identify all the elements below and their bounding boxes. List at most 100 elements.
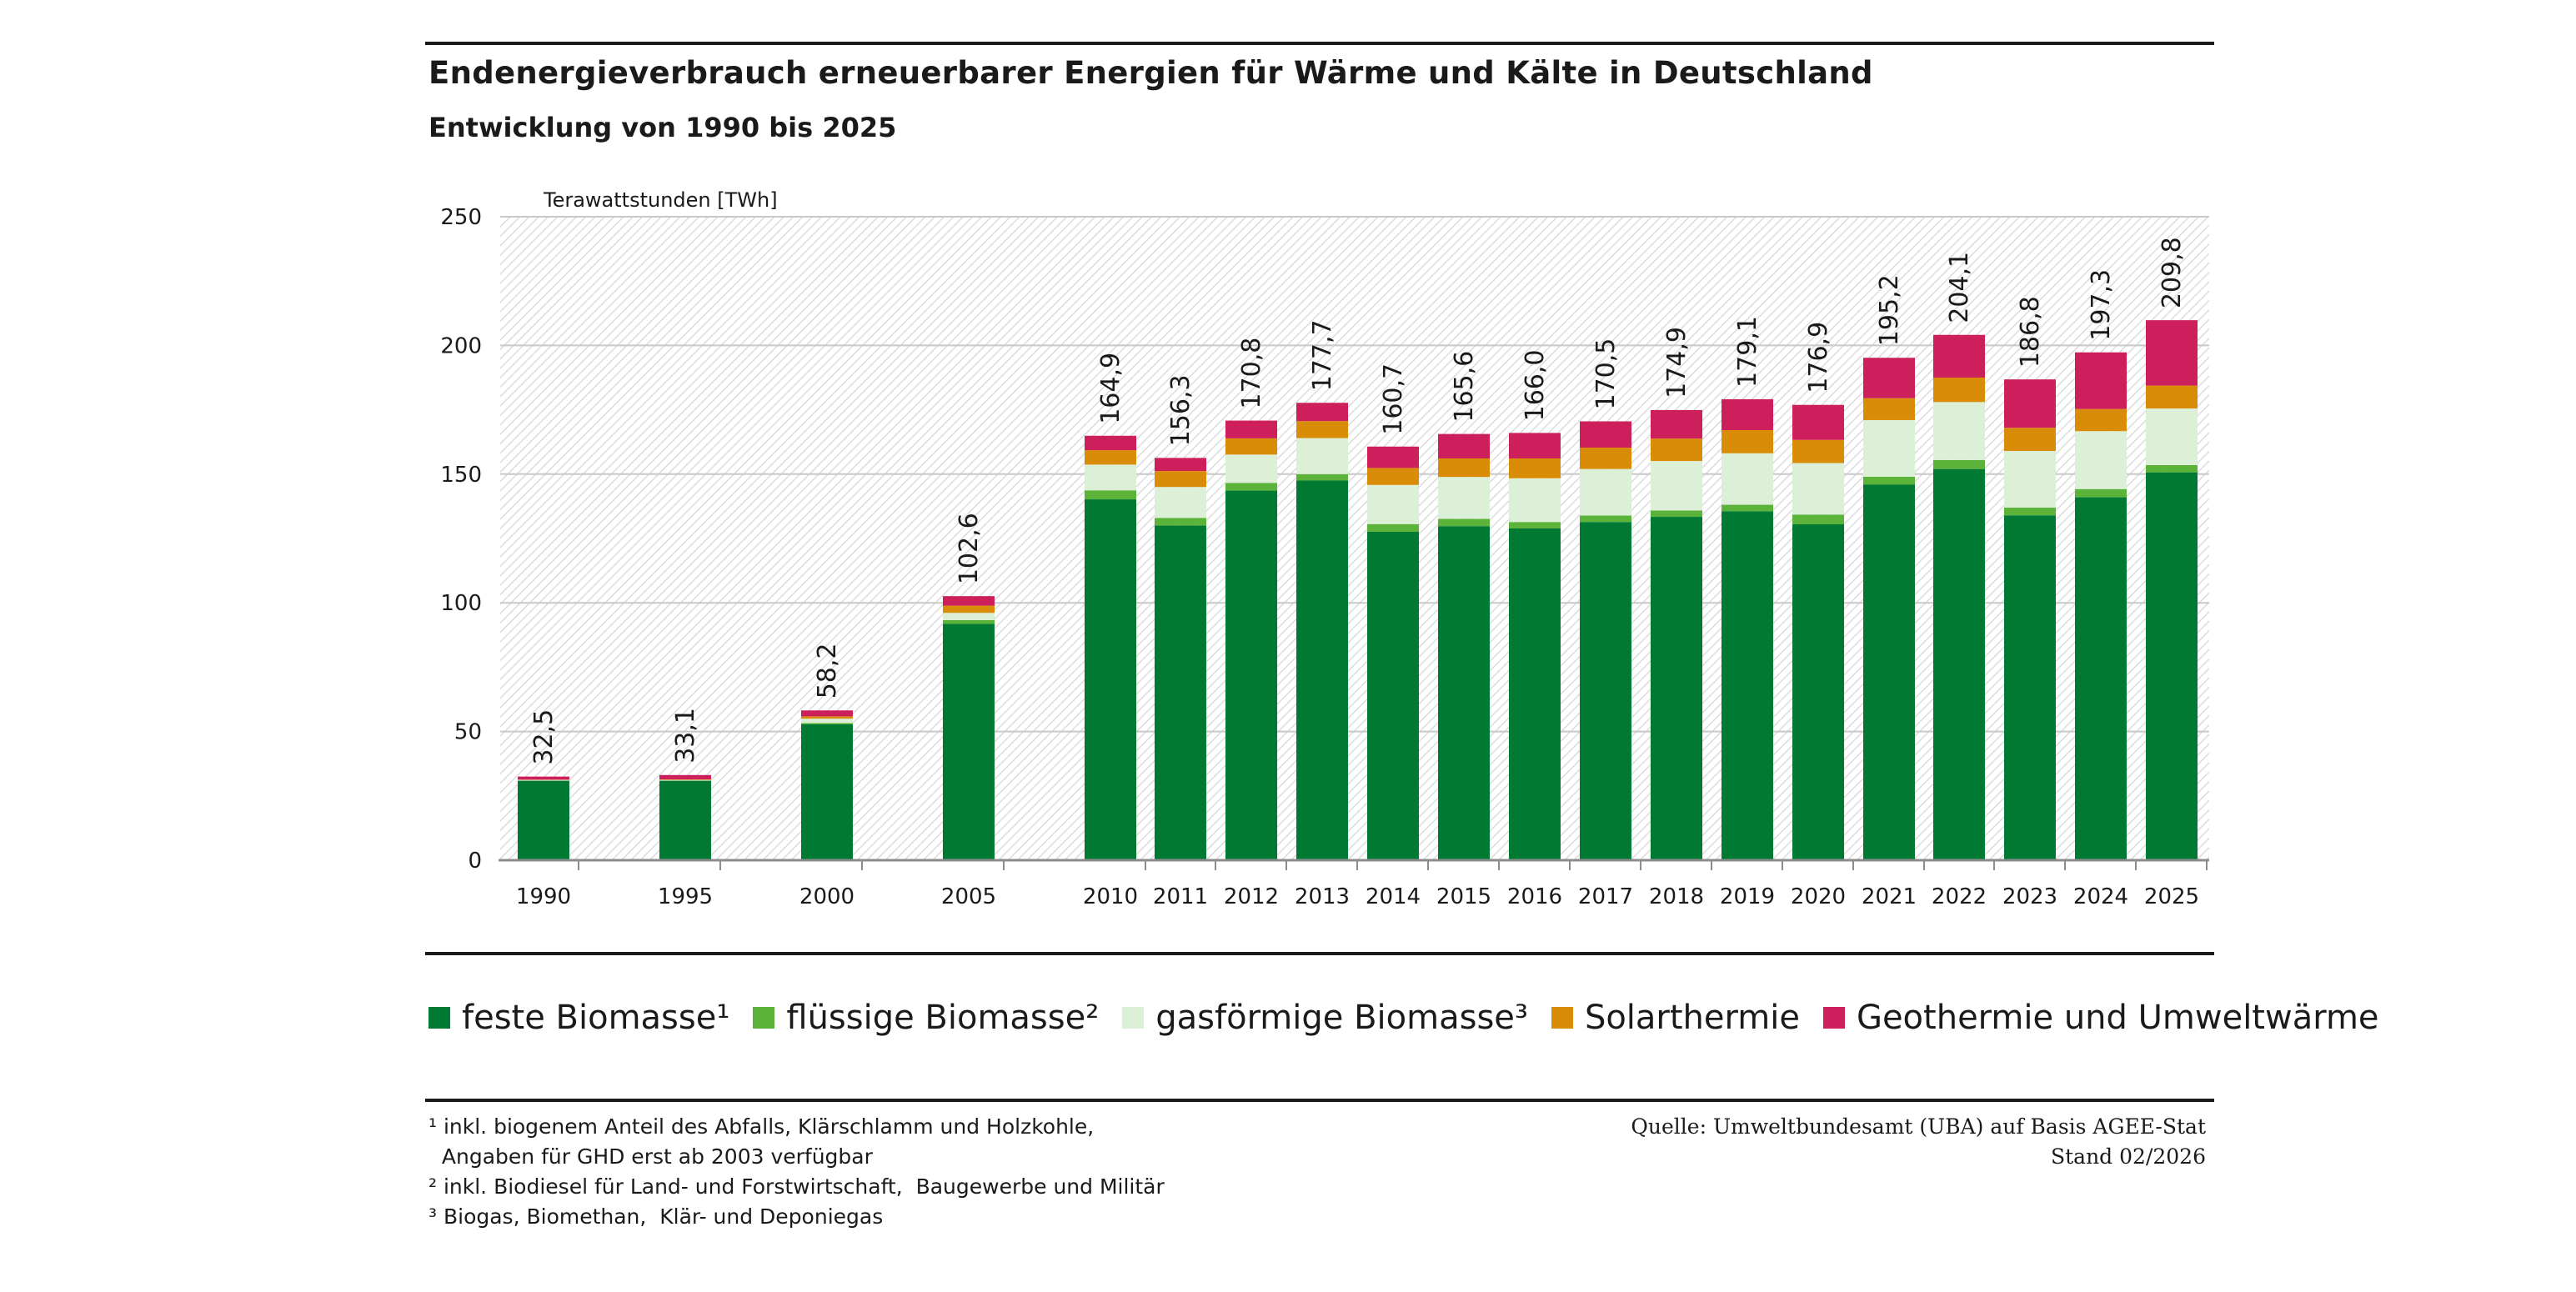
legend-swatch	[753, 1007, 775, 1029]
bar-segment	[1722, 453, 1773, 505]
footnote-1: ¹ inkl. biogenem Anteil des Abfalls, Klä…	[428, 1114, 1095, 1139]
bar-segment	[1792, 404, 1844, 440]
bar-stack-2013	[1296, 403, 1348, 860]
bar-stack-2005	[943, 596, 995, 860]
bar-segment	[2146, 408, 2198, 465]
bar-segment	[1155, 487, 1206, 518]
bar-segment	[2004, 428, 2056, 452]
total-label: 33,1	[671, 708, 700, 764]
x-tick-label: 2005	[941, 884, 996, 909]
bar-segment	[1225, 438, 1277, 455]
x-tick-label: 2012	[1224, 884, 1279, 909]
bar-segment	[1367, 468, 1419, 485]
bar-stack-2017	[1580, 421, 1631, 860]
total-label: 174,9	[1662, 327, 1691, 398]
x-tick-label: 2022	[1932, 884, 1987, 909]
source-note: Quelle: Umweltbundesamt (UBA) auf Basis …	[1631, 1112, 2206, 1172]
bar-segment	[943, 623, 995, 860]
bar-segment	[1367, 523, 1419, 532]
bar-segment	[801, 724, 853, 860]
total-label: 186,8	[2016, 296, 2045, 368]
bar-segment	[2075, 488, 2127, 498]
bar-segment	[659, 779, 711, 781]
top-rule	[425, 42, 2214, 45]
x-tick-label: 1995	[658, 884, 713, 909]
bar-stack-2011	[1155, 458, 1206, 860]
bar-segment	[1651, 409, 1702, 439]
y-tick-label: 100	[440, 591, 482, 616]
bar-segment	[801, 719, 853, 724]
x-tick-label: 2014	[1366, 884, 1421, 909]
total-label: 166,0	[1521, 350, 1550, 422]
chart-subtitle: Entwicklung von 1990 bis 2025	[428, 112, 897, 143]
x-tick-label: 2024	[2073, 884, 2128, 909]
x-tick-labels: 1990 1995 2000 2005 2010 2011 2012 2013 2014 2015…	[516, 860, 2208, 909]
x-tick-label: 2015	[1436, 884, 1491, 909]
total-label: 160,7	[1379, 363, 1408, 435]
bar-segment	[943, 596, 995, 606]
total-label: 176,9	[1804, 322, 1833, 393]
bar-segment	[1863, 398, 1915, 420]
total-label: 164,9	[1096, 353, 1125, 424]
plot-area-background	[500, 217, 2209, 860]
bar-segment	[1863, 476, 1915, 485]
legend-item-fluessige-biomasse: flüssige Biomasse²	[753, 999, 1099, 1037]
bar-segment	[518, 780, 569, 860]
bar-segment	[2004, 515, 2056, 860]
bar-segment	[1792, 439, 1844, 463]
legend-swatch	[1551, 1007, 1573, 1029]
bar-segment	[943, 619, 995, 624]
bar-segment	[1296, 473, 1348, 481]
bar-segment	[1438, 477, 1490, 519]
bar-segment	[2075, 352, 2127, 409]
y-tick-labels: 0 50 100 150 200 250	[440, 205, 482, 874]
bar-segment	[1863, 419, 1915, 477]
gridlines	[500, 216, 2209, 733]
bar-segment	[1792, 524, 1844, 860]
bar-segment	[1509, 528, 1561, 860]
total-label: 209,8	[2158, 237, 2187, 308]
x-tick-label: 2011	[1153, 884, 1208, 909]
total-label: 32,5	[529, 709, 559, 765]
bar-stack-2018	[1651, 409, 1702, 860]
bar-segment	[659, 774, 711, 780]
bar-segment	[2075, 408, 2127, 432]
x-tick-label: 2019	[1720, 884, 1775, 909]
bar-segment	[801, 716, 853, 719]
bar-segment	[1225, 454, 1277, 483]
bar-segment	[1580, 447, 1631, 469]
bar-segment	[801, 723, 853, 724]
legend-swatch	[1122, 1007, 1145, 1029]
bar-stack-2020	[1792, 404, 1844, 860]
bar-stack-2010	[1085, 435, 1136, 860]
bar-stack-1990	[518, 776, 569, 860]
bar-stack-1995	[659, 774, 711, 860]
bar-segment	[2146, 320, 2198, 386]
bar-segment	[1367, 531, 1419, 860]
bar-segment	[2004, 379, 2056, 428]
bar-segment	[1933, 334, 1985, 378]
bar-segment	[1651, 438, 1702, 462]
bar-segment	[1651, 461, 1702, 511]
total-label: 170,8	[1237, 338, 1266, 409]
total-label: 177,7	[1308, 319, 1337, 391]
bar-segment	[1367, 484, 1419, 524]
legend-item-geothermie: Geothermie und Umweltwärme	[1822, 999, 2379, 1037]
total-label: 165,6	[1450, 351, 1479, 423]
bar-segment	[1155, 471, 1206, 488]
y-tick-label: 200	[440, 333, 482, 358]
total-labels: 32,5 33,1 58,2 102,6 164,9 156,3 170,8 177,7 160…	[529, 237, 2187, 764]
bar-segment	[1438, 526, 1490, 860]
bar-segment	[943, 613, 995, 620]
x-tick-label: 2016	[1507, 884, 1562, 909]
x-tick-label: 2025	[2144, 884, 2199, 909]
bar-segment	[1722, 398, 1773, 430]
bar-segment	[1580, 515, 1631, 523]
x-tick-label: 2000	[799, 884, 854, 909]
legend-swatch	[428, 1007, 450, 1029]
x-tick-label: 2010	[1083, 884, 1138, 909]
bar-segment	[1933, 468, 1985, 860]
bar-segment	[1225, 490, 1277, 860]
total-label: 179,1	[1733, 316, 1762, 388]
bar-segment	[1438, 458, 1490, 478]
